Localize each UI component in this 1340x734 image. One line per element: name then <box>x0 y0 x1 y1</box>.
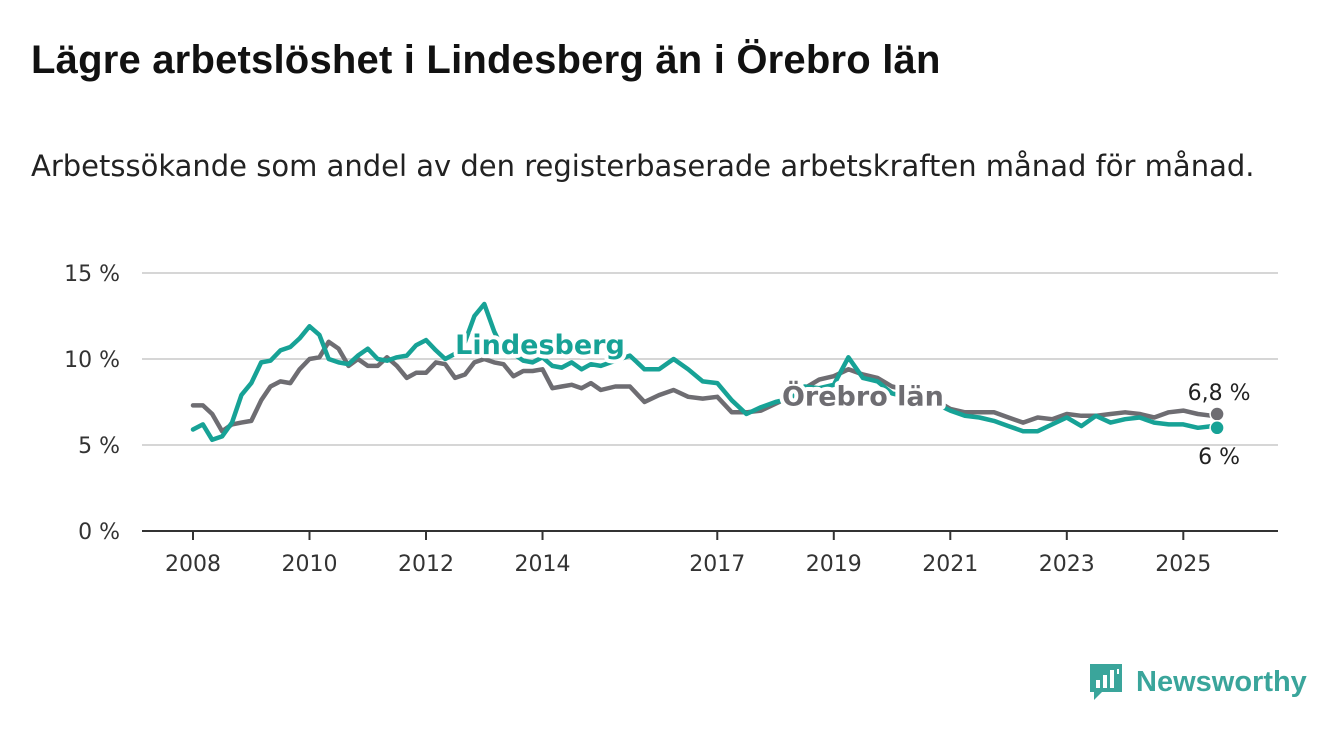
y-tick-label: 15 % <box>64 262 120 287</box>
x-tick-label: 2008 <box>165 552 221 577</box>
chart-subtitle: Arbetssökande som andel av den registerb… <box>31 149 1255 183</box>
newsworthy-logo-icon <box>1088 662 1124 702</box>
series-label-halo-orebro-lan: Örebro län <box>782 379 944 412</box>
series-label-orebro-lan: Örebro län <box>782 379 944 412</box>
newsworthy-logo-text: Newsworthy <box>1136 665 1307 698</box>
x-tick-label: 2023 <box>1039 552 1095 577</box>
y-tick-label: 5 % <box>78 434 120 459</box>
series-line-lindesberg <box>190 301 1220 443</box>
chart-title: Lägre arbetslöshet i Lindesberg än i Öre… <box>31 38 941 82</box>
x-tick-label: 2012 <box>398 552 454 577</box>
gridlines <box>142 272 1278 532</box>
end-label-orebro-lan: 6,8 % <box>1188 381 1251 406</box>
series-label-lindesberg: Lindesberg <box>455 330 625 361</box>
y-tick-label: 0 % <box>78 520 120 545</box>
series-line-orebro-lan <box>190 339 1220 434</box>
x-tick-label: 2010 <box>282 552 338 577</box>
newsworthy-logo: Newsworthy <box>1088 660 1307 704</box>
end-label-lindesberg: 6 % <box>1198 445 1240 470</box>
x-tick-label: 2021 <box>922 552 978 577</box>
x-tick-label: 2025 <box>1155 552 1211 577</box>
series-lines <box>190 301 1225 443</box>
end-point-lindesberg <box>1209 420 1225 436</box>
y-tick-label: 10 % <box>64 348 120 373</box>
y-axis-ticks: 0 % 5 % 10 % 15 % <box>64 262 120 545</box>
series-label-halo-lindesberg: Lindesberg <box>455 330 625 361</box>
x-tick-label: 2014 <box>515 552 571 577</box>
x-tick-label: 2019 <box>806 552 862 577</box>
x-tick-label: 2017 <box>689 552 745 577</box>
x-axis-ticks: 2008 2010 2012 2014 2017 2019 2021 2023 2025 <box>165 531 1211 577</box>
end-point-orebro-lan <box>1209 406 1225 422</box>
